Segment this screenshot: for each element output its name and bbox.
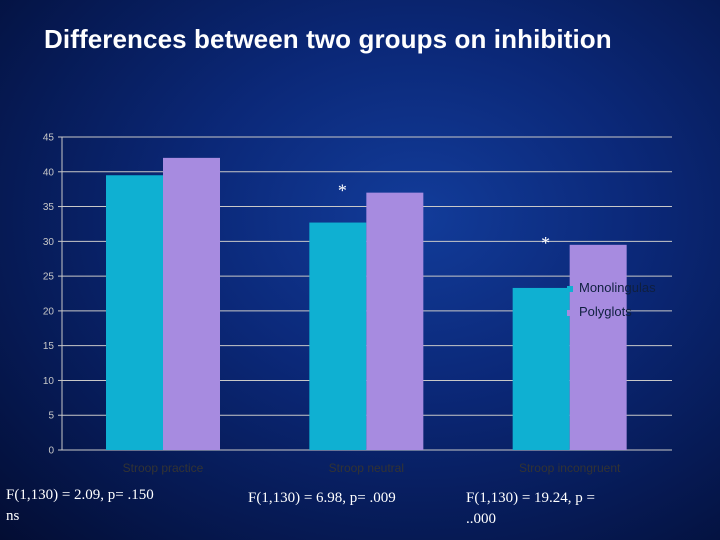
legend: Monolingulas Polyglots (567, 280, 656, 319)
stat-result-stroop-neutral: F(1,130) = 6.98, p= .009 (248, 490, 396, 506)
y-tick-label: 15 (43, 341, 55, 352)
x-tick-label: Stroop incongruent (519, 461, 621, 475)
bar-monolingulas-3 (512, 287, 570, 450)
legend-label-monolingulas: Monolingulas (579, 280, 656, 295)
label-layer: 0 5 10 15 20 25 30 35 40 45 Stroop practice Stroop … (43, 133, 621, 476)
significance-marker: * (541, 233, 550, 253)
bar-polyglots-2 (366, 192, 424, 450)
y-tick-label: 5 (48, 411, 54, 422)
bar-layer (106, 157, 627, 450)
y-tick-label: 0 (48, 446, 54, 457)
y-tick-label: 20 (43, 306, 55, 317)
bar-polyglots-3 (569, 244, 627, 450)
y-tick-label: 25 (43, 272, 55, 283)
stat-result-stroop-incongruent: F(1,130) = 19.24, p = ..000 (466, 490, 596, 527)
x-tick-label: Stroop practice (123, 461, 204, 475)
y-tick-label: 45 (43, 133, 55, 144)
y-tick-label: 30 (43, 237, 55, 248)
x-tick-label: Stroop neutral (329, 461, 404, 475)
y-tick-label: 40 (43, 167, 55, 178)
y-tick-label: 35 (43, 202, 55, 213)
legend-label-polyglots: Polyglots (579, 304, 632, 319)
bar-monolingulas-2 (309, 222, 367, 450)
bar-monolingulas-1 (106, 175, 163, 450)
slide-title: Differences between two groups on inhibi… (44, 24, 612, 54)
bar-polyglots-1 (163, 157, 220, 450)
y-tick-label: 10 (43, 376, 55, 387)
stat-result-stroop-practice: F(1,130) = 2.09, p= .150 ns (6, 487, 154, 524)
significance-marker: * (338, 181, 347, 201)
legend-swatch-monolingulas (567, 286, 573, 292)
legend-swatch-polyglots (567, 310, 573, 316)
